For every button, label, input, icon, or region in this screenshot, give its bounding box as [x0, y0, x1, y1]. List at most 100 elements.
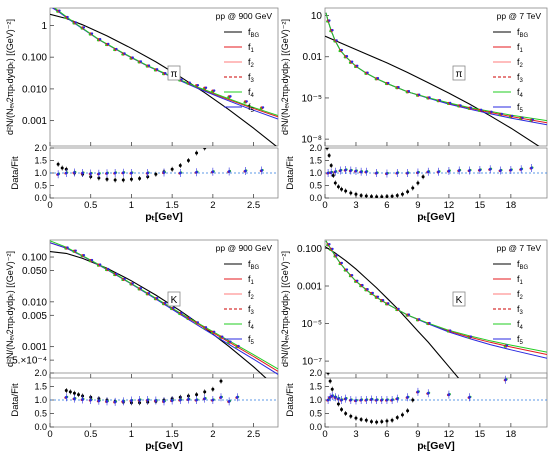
data-point: [115, 47, 118, 51]
x-tick-label: 0.5: [84, 200, 97, 211]
data-point: [350, 60, 354, 63]
curve-f1: [50, 242, 278, 372]
ratio-point-f5: [121, 171, 125, 175]
data-point: [74, 21, 77, 24]
x-axis-label: pₜ[GeV]: [145, 440, 183, 452]
ratio-point-bg: [56, 162, 60, 166]
ratio-point-bg: [390, 194, 394, 198]
data-point: [459, 104, 462, 107]
data-point: [449, 329, 452, 332]
ratio-point-f5: [426, 170, 430, 174]
data-point: [90, 258, 94, 262]
ratio-point-f5: [146, 398, 150, 402]
ratio-y-tick-label: 2.0: [34, 368, 47, 378]
ratio-point-bg: [340, 187, 344, 191]
ratio-y-tick-label: 1.0: [309, 395, 322, 405]
data-point: [395, 87, 398, 90]
ratio-point-bg: [325, 148, 329, 150]
ratio-point-f5: [81, 171, 84, 175]
y-tick-label: 0.001: [297, 282, 322, 293]
ratio-point-f5: [359, 398, 363, 402]
ratio-point-f5: [375, 398, 379, 402]
x-tick-label: 0: [322, 429, 327, 440]
data-point: [329, 30, 332, 33]
ratio-point-f5: [406, 171, 410, 175]
curve-f1: [52, 8, 278, 118]
ratio-point-f5: [170, 399, 174, 402]
data-point: [145, 65, 148, 68]
ratio-point-bg: [105, 177, 109, 181]
ratio-point-f5: [211, 398, 215, 402]
ratio-point-f5: [89, 172, 93, 175]
ratio-point-f5: [326, 398, 330, 402]
ratio-point-bg: [349, 414, 353, 418]
data-point: [180, 78, 183, 81]
ratio-point-bg: [170, 167, 174, 171]
ratio-point-f5: [211, 170, 215, 174]
data-point: [212, 330, 216, 333]
data-point: [521, 116, 524, 119]
data-point: [204, 86, 208, 89]
data-point: [426, 97, 429, 100]
y-tick-label: 0.005: [22, 311, 47, 322]
data-point: [371, 291, 374, 295]
data-point: [333, 255, 336, 258]
data-point: [219, 336, 221, 339]
data-point: [121, 53, 124, 56]
data-point: [147, 292, 151, 295]
ratio-point-f5: [130, 171, 133, 175]
ratio-point-bg: [416, 181, 420, 185]
ratio-point-f5: [113, 400, 117, 404]
ratio-point-bg: [97, 176, 101, 180]
data-point: [469, 106, 473, 109]
curve-f4: [325, 12, 547, 122]
data-point: [326, 20, 329, 23]
data-point: [121, 279, 124, 282]
data-point: [359, 285, 362, 288]
ratio-point-bg: [359, 417, 363, 421]
data-point: [446, 330, 449, 333]
data-point: [210, 331, 213, 334]
ratio-point-f5: [326, 171, 330, 175]
ratio-point-f5: [178, 398, 182, 402]
ratio-point-bg: [344, 412, 348, 415]
data-point: [387, 302, 390, 305]
data-point: [364, 72, 367, 75]
data-point: [467, 336, 470, 339]
data-point: [469, 335, 473, 338]
data-point: [221, 335, 224, 338]
y-tick-label: 0.100: [22, 53, 47, 64]
x-tick-label: 0.5: [84, 429, 97, 440]
ratio-point-f5: [406, 395, 410, 399]
ratio-points: [325, 148, 534, 198]
ratio-axis-label: Data/Fit: [10, 383, 21, 417]
ratio-point-bg: [390, 418, 394, 422]
ratio-point-f5: [105, 171, 109, 175]
data-point: [129, 283, 132, 286]
ratio-point-f5: [105, 399, 109, 403]
data-point: [384, 83, 387, 86]
data-point: [147, 64, 151, 67]
data-point: [395, 309, 398, 312]
ratio-point-f5: [359, 170, 363, 174]
y-axis-label: d²N/(Nₑᵥ2πpₜdydpₜ) [(GeV)⁻²]: [5, 251, 15, 367]
ratio-point-bg: [129, 177, 133, 181]
data-point: [164, 301, 167, 305]
data-point: [243, 101, 246, 104]
x-tick-label: 1: [129, 429, 134, 440]
ratio-point-f5: [349, 169, 353, 172]
ratio-point-f5: [339, 169, 342, 172]
data-point: [343, 56, 346, 59]
ratio-point-f5: [138, 398, 141, 402]
data-point: [137, 61, 140, 64]
y-tick-label: 0.001: [22, 116, 47, 127]
data-point: [123, 277, 126, 281]
data-point: [261, 106, 265, 109]
ratio-point-bg: [340, 407, 344, 411]
legend-label-f2: f2: [517, 289, 524, 301]
ratio-point-bg: [113, 178, 117, 182]
panel-top-right: 10 0.01 10⁻⁵ 10⁻⁸ pp @ 7 TeV fBG f1 f2 f3 f4 f5 π d²…: [280, 7, 548, 223]
data-point: [510, 114, 514, 118]
